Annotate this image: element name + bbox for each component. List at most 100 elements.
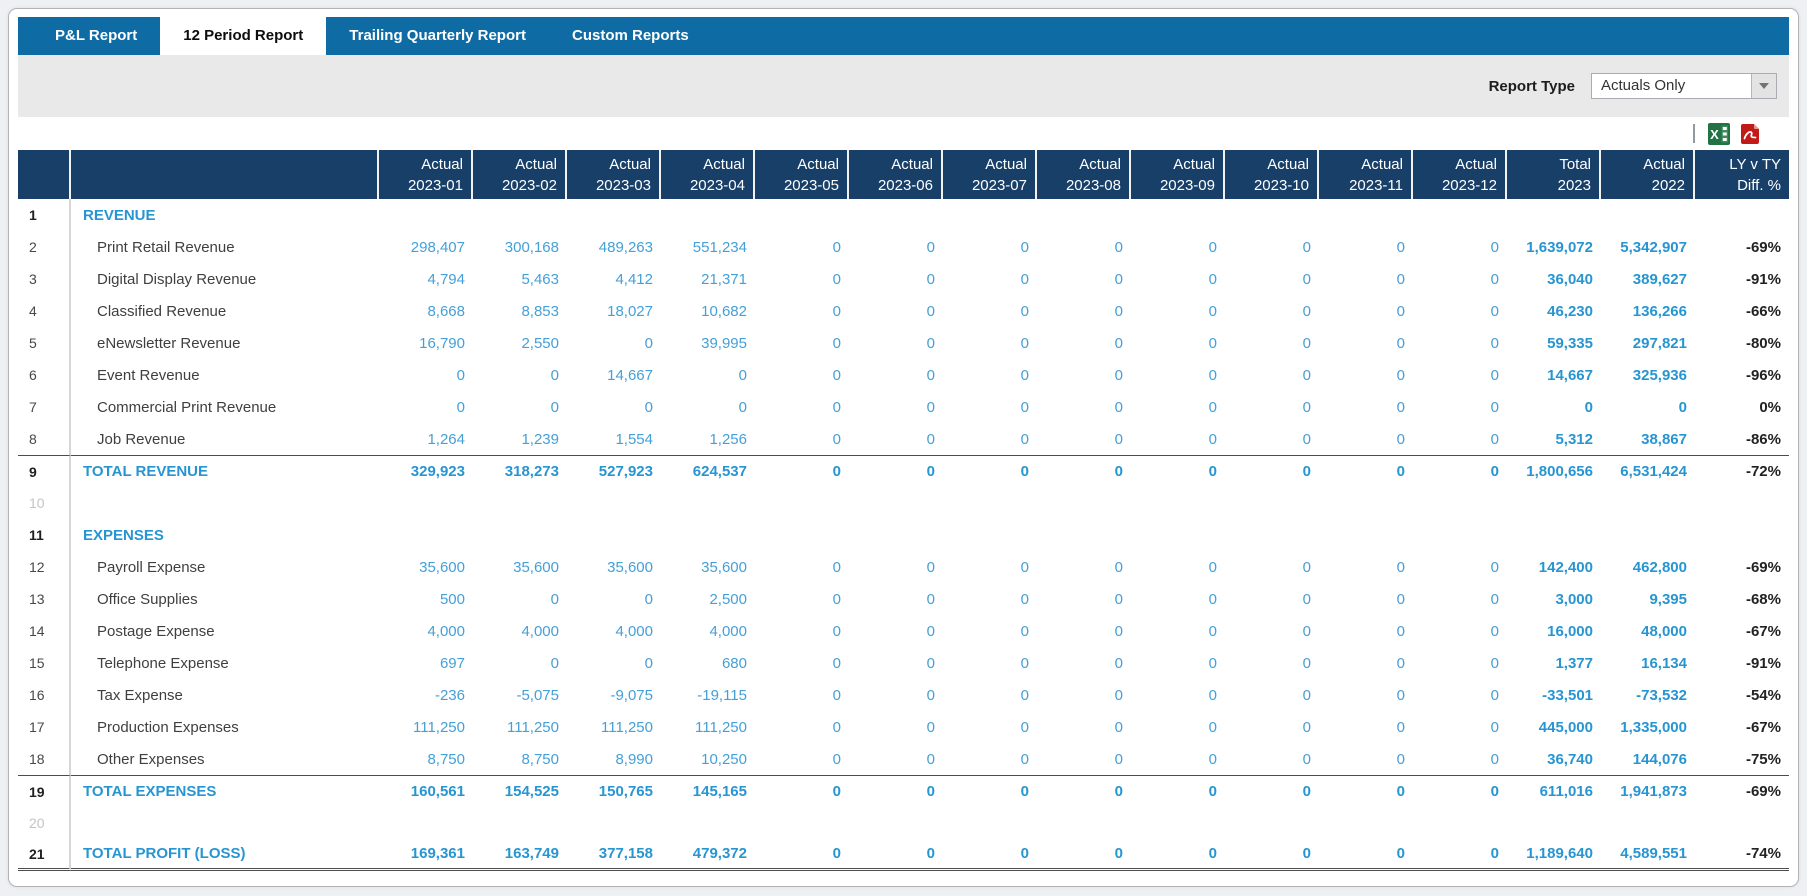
cell-value: -91% (1745, 654, 1781, 672)
cell-value: 0 (926, 558, 935, 576)
cell-value: 0 (926, 590, 935, 608)
cell-value: 18,027 (607, 302, 653, 320)
cell-value: 0 (1037, 839, 1131, 871)
tab-trailing-quarterly-report[interactable]: Trailing Quarterly Report (349, 27, 526, 44)
cell-value: 0 (755, 455, 849, 487)
row-number: 10 (18, 487, 71, 519)
cell-value: 0 (1396, 686, 1405, 704)
column-header: Actual 2023-02 (473, 150, 567, 199)
cell-value: -96% (1745, 366, 1781, 384)
cell-value: 0 (1208, 398, 1217, 416)
cell-value: 0 (1020, 270, 1029, 288)
column-header: LY v TY Diff. % (1695, 150, 1789, 199)
cell-value (1037, 199, 1131, 231)
cell-value: -72% (1695, 455, 1789, 487)
table-row: 16 Tax Expense -236 -5,075 -9,075 -19,115 0 0 0 0… (18, 679, 1789, 711)
cell-value: 445,000 (1538, 718, 1593, 736)
cell-value: 0 (1020, 718, 1029, 736)
pdf-export-icon[interactable] (1739, 123, 1761, 145)
cell-value: 0 (926, 302, 935, 320)
cell-value: 0 (1114, 622, 1123, 640)
cell-value: 111,250 (507, 718, 559, 736)
cell-value: 39,995 (701, 334, 747, 352)
cell-value (755, 519, 849, 551)
column-header: Actual 2023-06 (849, 150, 943, 199)
cell-value: 0 (1490, 238, 1499, 256)
cell-value: 111,250 (695, 718, 747, 736)
excel-export-icon[interactable]: X (1708, 122, 1730, 145)
table-row: 1 REVENUE (18, 199, 1789, 231)
table-row: 13 Office Supplies 500 0 0 2,500 0 0 0 0 0 0 0 0 3,000… (18, 583, 1789, 615)
cell-value: 5,463 (521, 270, 559, 288)
cell-value: 8,668 (427, 302, 465, 320)
cell-value (661, 199, 755, 231)
cell-value: 4,589,551 (1601, 839, 1695, 871)
cell-value (1319, 807, 1413, 839)
cell-value: 2,500 (709, 590, 747, 608)
cell-value: 0 (1584, 398, 1593, 416)
cell-value: 163,749 (473, 839, 567, 871)
cell-value: 462,800 (1632, 558, 1687, 576)
cell-value: 0 (832, 238, 841, 256)
cell-value: 0 (1490, 430, 1499, 448)
tab-custom-reports[interactable]: Custom Reports (571, 27, 689, 44)
cell-value: 0 (1396, 302, 1405, 320)
cell-value: 0 (1208, 590, 1217, 608)
cell-value: 160,561 (379, 775, 473, 807)
cell-value: 5,342,907 (1620, 238, 1687, 256)
cell-value: 0 (1396, 238, 1405, 256)
cell-value: 551,234 (692, 238, 747, 256)
cell-value: 9,395 (1649, 590, 1687, 608)
table-row: 21 TOTAL PROFIT (LOSS) 169,361 163,749 377,1… (18, 839, 1789, 871)
report-type-value: Actuals Only (1601, 77, 1686, 94)
cell-value: 0% (1759, 398, 1781, 416)
cell-value: 0 (1020, 590, 1029, 608)
cell-value: 0 (1490, 302, 1499, 320)
column-header: Actual 2023-12 (1413, 150, 1507, 199)
row-label: TOTAL PROFIT (LOSS) (71, 839, 379, 871)
cell-value (567, 199, 661, 231)
cell-value: 4,000 (427, 622, 465, 640)
table-row: 9 TOTAL REVENUE 329,923 318,273 527,923 624,5… (18, 455, 1789, 487)
cell-value: 0 (1131, 455, 1225, 487)
cell-value: 150,765 (567, 775, 661, 807)
cell-value: 0 (1225, 839, 1319, 871)
row-number: 8 (18, 423, 71, 455)
cell-value: 0 (644, 590, 653, 608)
cell-value: 0 (832, 558, 841, 576)
column-header (71, 150, 379, 199)
report-type-select[interactable]: Actuals Only (1591, 73, 1777, 99)
cell-value: 0 (1396, 590, 1405, 608)
cell-value (1131, 487, 1225, 519)
cell-value (1507, 519, 1601, 551)
cell-value: 0 (1208, 558, 1217, 576)
cell-value: 0 (456, 366, 465, 384)
column-header: Actual 2023-08 (1037, 150, 1131, 199)
row-number: 5 (18, 327, 71, 359)
column-header: Actual 2023-05 (755, 150, 849, 199)
column-header: Actual 2023-11 (1319, 150, 1413, 199)
tab-pl-report[interactable]: P&L Report (55, 27, 138, 44)
cell-value: -66% (1745, 302, 1781, 320)
cell-value: 0 (1490, 622, 1499, 640)
tab-12-period-report[interactable]: 12 Period Report (160, 14, 327, 55)
cell-value (1413, 199, 1507, 231)
cell-value: -69% (1745, 238, 1781, 256)
column-header: Actual 2023-09 (1131, 150, 1225, 199)
cell-value: 0 (926, 334, 935, 352)
column-header: Actual 2023-07 (943, 150, 1037, 199)
cell-value: 527,923 (567, 455, 661, 487)
cell-value: 0 (1396, 558, 1405, 576)
svg-text:X: X (1710, 127, 1719, 142)
column-header: Actual 2022 (1601, 150, 1695, 199)
report-type-label: Report Type (1488, 77, 1575, 95)
chevron-down-icon[interactable] (1751, 74, 1776, 98)
cell-value: 1,189,640 (1507, 839, 1601, 871)
cell-value (1413, 807, 1507, 839)
cell-value: 0 (1208, 366, 1217, 384)
row-label: Commercial Print Revenue (97, 398, 277, 416)
cell-value: 0 (1114, 302, 1123, 320)
cell-value (849, 199, 943, 231)
cell-value: 0 (1302, 718, 1311, 736)
cell-value: 0 (1396, 366, 1405, 384)
